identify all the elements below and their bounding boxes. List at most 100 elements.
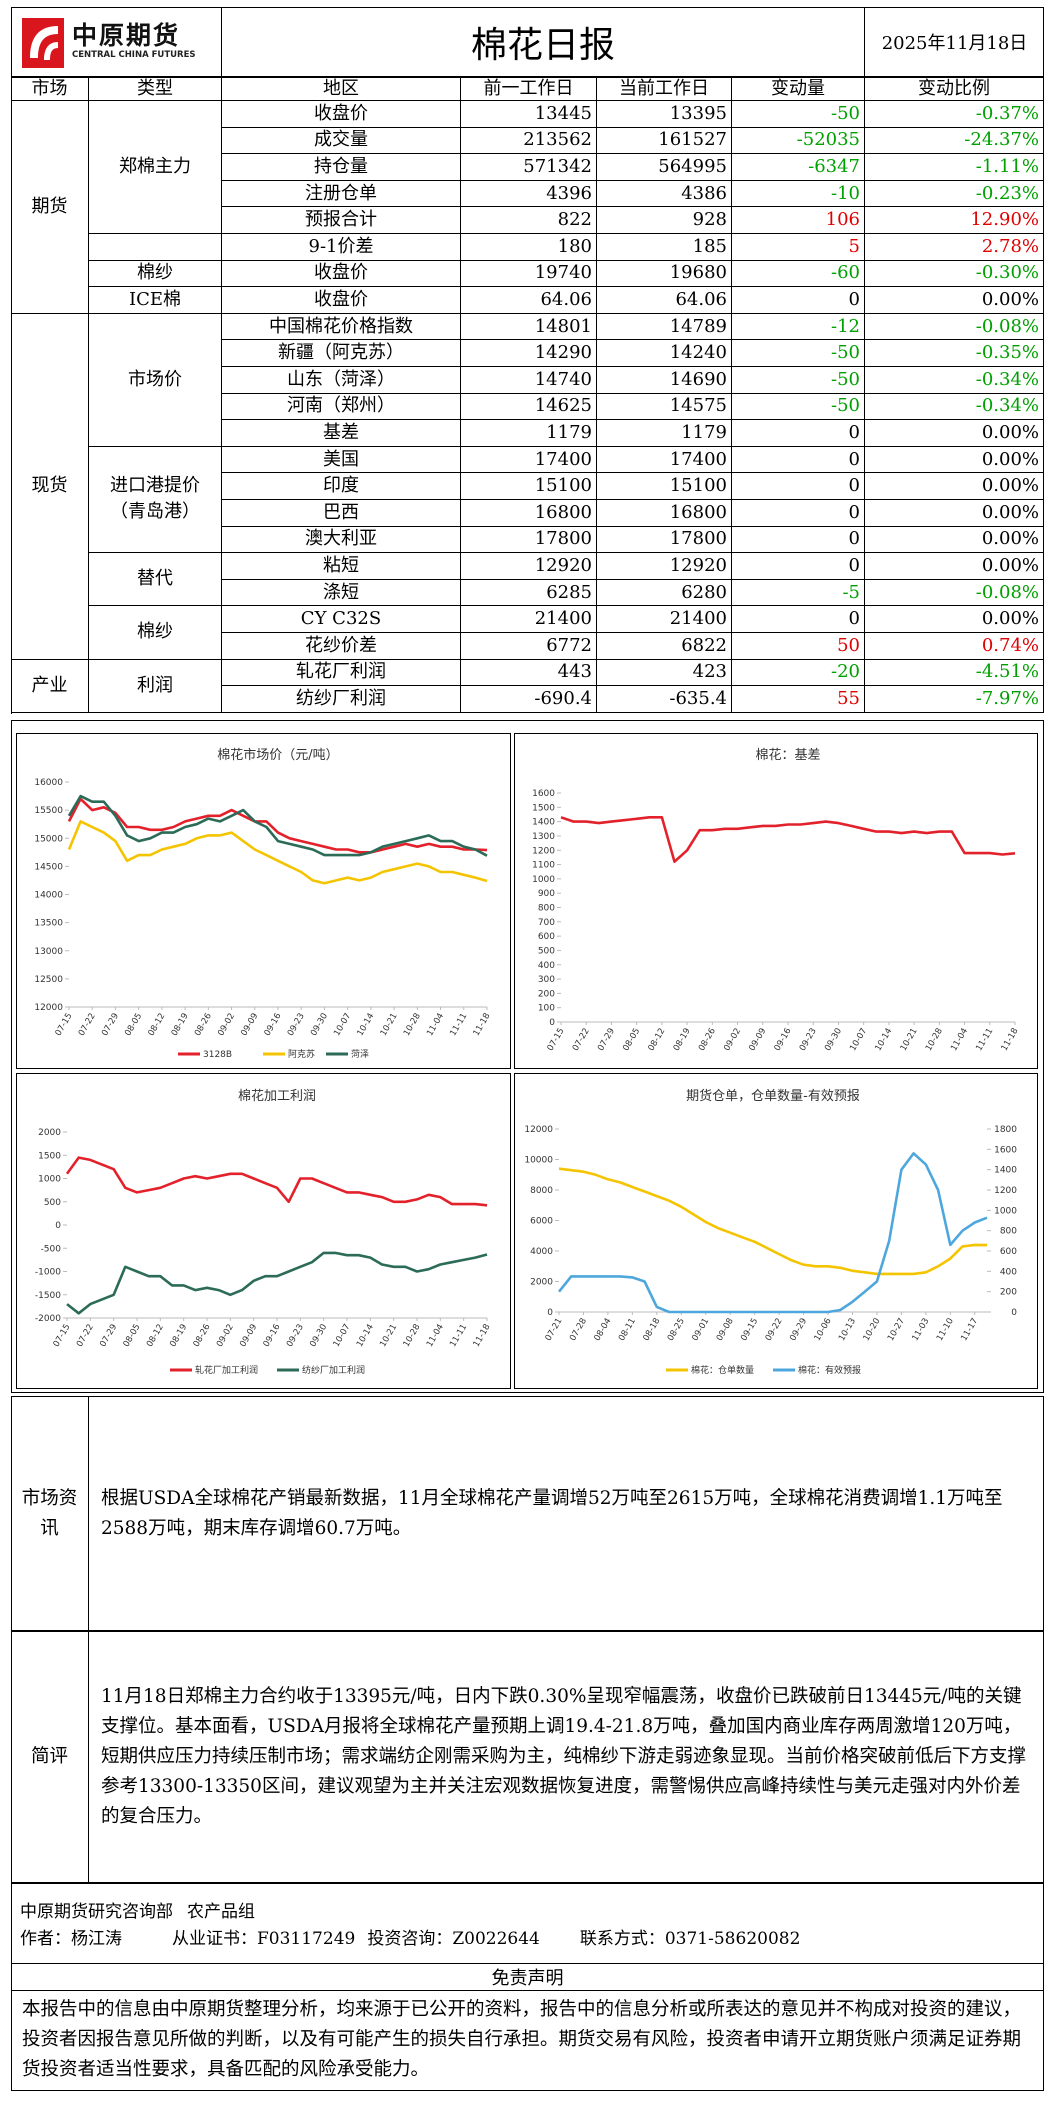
change-value: -50 — [732, 101, 865, 128]
row-area: 收盘价 — [222, 287, 461, 314]
curr-value: 161527 — [597, 127, 732, 155]
series-line — [67, 794, 488, 857]
change-ratio: 0.00% — [865, 606, 1044, 633]
change-ratio: -1.11% — [865, 154, 1044, 181]
x-tick-label: 08-05 — [122, 1323, 143, 1349]
prev-value: 15100 — [461, 473, 597, 500]
change-ratio: 0.00% — [865, 287, 1044, 314]
change-value: 0 — [732, 473, 865, 500]
prev-value: 19740 — [461, 260, 597, 288]
x-tick-label: 10-28 — [924, 1027, 945, 1053]
prev-value: 14740 — [461, 367, 597, 394]
row-area: 澳大利亚 — [222, 526, 461, 554]
x-tick-label: 09-09 — [238, 1323, 259, 1349]
x-tick-label: 08-18 — [641, 1317, 662, 1343]
x-tick-label: 07-28 — [568, 1317, 589, 1343]
x-tick-label: 08-12 — [646, 1027, 667, 1053]
y-tick-label: 2000 — [38, 1128, 61, 1138]
x-tick-label: 09-30 — [823, 1027, 844, 1053]
chart: 期货仓单，仓单数量-有效预报02000400060008000100001200… — [514, 1073, 1038, 1389]
x-tick-label: 09-16 — [773, 1027, 794, 1053]
x-tick-label: 08-12 — [146, 1012, 167, 1038]
footer-dept: 中原期货研究咨询部 — [20, 1902, 173, 1922]
row-area: 收盘价 — [222, 101, 461, 128]
type-cell — [89, 234, 222, 261]
type-cell: 利润 — [89, 659, 222, 713]
x-tick-label: 09-01 — [690, 1317, 711, 1343]
x-tick-label: 09-02 — [215, 1323, 236, 1349]
y-tick-label: 13500 — [34, 919, 63, 929]
curr-value: 19680 — [597, 260, 732, 288]
y-tick-label: 1200 — [532, 846, 555, 856]
change-value: -10 — [732, 180, 865, 208]
prev-value: 14801 — [461, 313, 597, 341]
legend-label: 棉花：有效预报 — [798, 1364, 861, 1376]
footer-author: 作者：杨江涛 — [20, 1929, 122, 1949]
y-tick-label: 0 — [55, 1221, 61, 1231]
change-value: 5 — [732, 234, 865, 261]
x-tick-label: 11-11 — [974, 1027, 995, 1053]
x-tick-label: 08-11 — [617, 1317, 638, 1343]
x-tick-label: 08-26 — [193, 1012, 214, 1038]
column-header: 地区 — [222, 77, 461, 101]
x-tick-label: 11-17 — [959, 1317, 980, 1343]
change-value: -50 — [732, 367, 865, 394]
prev-value: 180 — [461, 234, 597, 261]
y-tick-label: 700 — [538, 918, 555, 928]
row-area: 山东（菏泽） — [222, 367, 461, 394]
curr-value: 14789 — [597, 313, 732, 341]
prev-value: 443 — [461, 659, 597, 687]
type-cell: ICE棉 — [89, 287, 222, 314]
x-tick-label: 08-19 — [170, 1012, 191, 1038]
section-frame — [11, 1396, 1044, 1631]
section-label: 市场资讯 — [11, 1396, 89, 1631]
curr-value: 17800 — [597, 526, 732, 554]
type-cell: 进口港提价（青岛港） — [89, 446, 222, 554]
row-area: 收盘价 — [222, 260, 461, 288]
y-tick-label: 4000 — [530, 1247, 553, 1257]
x-tick-label: 10-28 — [402, 1323, 423, 1349]
y-tick-label: 0 — [547, 1308, 553, 1318]
y2-tick-label: 1800 — [994, 1125, 1017, 1135]
x-tick-label: 07-29 — [100, 1012, 121, 1038]
change-ratio: -0.30% — [865, 260, 1044, 288]
series-line — [558, 1167, 988, 1276]
row-area: 持仓量 — [222, 154, 461, 181]
prev-value: 64.06 — [461, 287, 597, 314]
x-tick-label: 10-07 — [848, 1027, 869, 1053]
series-line — [67, 797, 488, 854]
x-tick-label: 11-11 — [448, 1323, 469, 1349]
charts-frame — [11, 720, 1044, 1393]
y-tick-label: -1500 — [35, 1291, 61, 1301]
x-tick-label: 09-16 — [262, 1323, 283, 1349]
change-value: -12 — [732, 313, 865, 341]
y-tick-label: -1000 — [35, 1268, 61, 1278]
chart: 棉花加工利润 -2000 -1500 -1000 -500 0 500 1000 1500 200… — [16, 1073, 511, 1389]
x-tick-label: 11-18 — [472, 1012, 493, 1038]
prev-value: 12920 — [461, 553, 597, 580]
x-tick-label: 10-06 — [813, 1317, 834, 1343]
x-tick-label: 11-03 — [910, 1317, 931, 1343]
x-tick-label: 07-29 — [98, 1323, 119, 1349]
footer-cert: 从业证书：F03117249 — [172, 1929, 356, 1949]
x-tick-label: 08-19 — [168, 1323, 189, 1349]
row-area: 注册仓单 — [222, 180, 461, 208]
y-tick-label: 500 — [44, 1198, 61, 1208]
x-tick-label: 10-14 — [355, 1012, 376, 1038]
series-line — [67, 820, 488, 885]
report-date: 2025年11月18日 — [881, 33, 1028, 54]
type-cell: 棉纱 — [89, 606, 222, 660]
series-line — [560, 816, 1016, 863]
chart-title: 棉花市场价（元/吨） — [217, 747, 338, 763]
x-tick-label: 10-20 — [862, 1317, 883, 1343]
curr-value: 928 — [597, 207, 732, 234]
change-value: -50 — [732, 393, 865, 421]
row-area: 美国 — [222, 446, 461, 474]
y-tick-label: 800 — [538, 904, 555, 914]
x-tick-label: 08-05 — [621, 1027, 642, 1053]
market-cell: 期货 — [11, 101, 89, 314]
y-tick-label: -500 — [41, 1244, 62, 1254]
prev-value: 1179 — [461, 420, 597, 447]
section-text: 11月18日郑棉主力合约收于13395元/吨，日内下跌0.30%呈现窄幅震荡，收… — [89, 1631, 1044, 1883]
